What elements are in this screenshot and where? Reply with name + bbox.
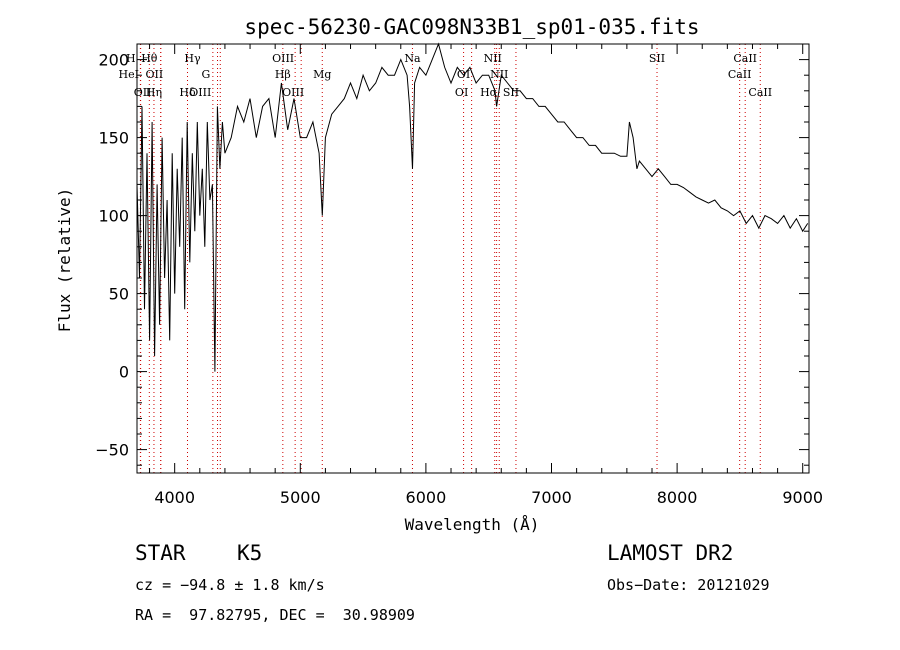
coordinates-text: RA = 97.82795, DEC = 30.98909 [135, 606, 415, 624]
line-marker-label: NII [484, 52, 502, 65]
line-marker-label: Mg [313, 68, 331, 81]
line-marker-label: Na [404, 52, 421, 65]
x-tick-label: 6000 [406, 488, 447, 507]
line-marker-label: Hα [480, 86, 498, 99]
obs-date-text: Obs−Date: 20121029 [607, 576, 770, 594]
line-marker-label: OII [146, 68, 164, 81]
spectrum-line [136, 42, 809, 372]
line-marker-label: OII [134, 86, 152, 99]
line-marker-label: HeI [119, 68, 139, 81]
redshift-text: cz = −94.8 ± 1.8 km/s [135, 576, 325, 594]
y-tick-label: 0 [119, 363, 129, 382]
line-marker-label: Hβ [275, 68, 291, 81]
line-marker-label: CaII [748, 86, 772, 99]
tick-labels: 4000 5000 6000 7000 8000 9000 −50 0 50 100 150 200 [95, 51, 823, 507]
y-tick-label: 150 [98, 129, 129, 148]
line-marker-label: Hθ [141, 52, 158, 65]
line-marker-label: CaII [728, 68, 752, 81]
y-axis-label: Flux (relative) [55, 188, 74, 333]
y-tick-label: 200 [98, 51, 129, 70]
x-tick-label: 9000 [782, 488, 823, 507]
x-tick-label: 8000 [657, 488, 698, 507]
object-class: STAR [135, 541, 186, 565]
line-marker-label: SII [649, 52, 665, 65]
line-marker-label: H [126, 52, 136, 65]
x-tick-label: 7000 [531, 488, 572, 507]
line-marker-label: Hη [146, 86, 162, 99]
chart-title: spec-56230-GAC098N33B1_sp01-035.fits [244, 15, 699, 39]
line-marker-label: G [201, 68, 210, 81]
line-marker-label: NII [490, 68, 508, 81]
y-tick-label: 100 [98, 207, 129, 226]
line-marker-label: OIII [282, 86, 304, 99]
line-marker-label: OI [455, 86, 468, 99]
marker-labels: HθOIIOIIHηHHeIHδHγGOIIIOIIIHβOIIIMgNaOIO… [119, 52, 773, 99]
line-marker-label: Hγ [184, 52, 201, 65]
line-markers [139, 44, 761, 473]
axis-ticks [137, 43, 809, 473]
plot-frame [136, 43, 810, 474]
x-tick-label: 5000 [280, 488, 321, 507]
line-marker-label: OIII [189, 86, 211, 99]
y-tick-label: 50 [109, 285, 129, 304]
line-marker-label: SII [503, 86, 519, 99]
line-marker-label: CaII [733, 52, 757, 65]
survey-label: LAMOST DR2 [607, 541, 734, 565]
x-axis-label: Wavelength (Å) [405, 515, 540, 534]
object-subclass: K5 [237, 541, 263, 565]
y-tick-label: −50 [95, 441, 129, 460]
line-marker-label: Hδ [179, 86, 196, 99]
x-tick-label: 4000 [154, 488, 195, 507]
line-marker-label: OI [457, 68, 470, 81]
line-marker-label: OIII [272, 52, 294, 65]
